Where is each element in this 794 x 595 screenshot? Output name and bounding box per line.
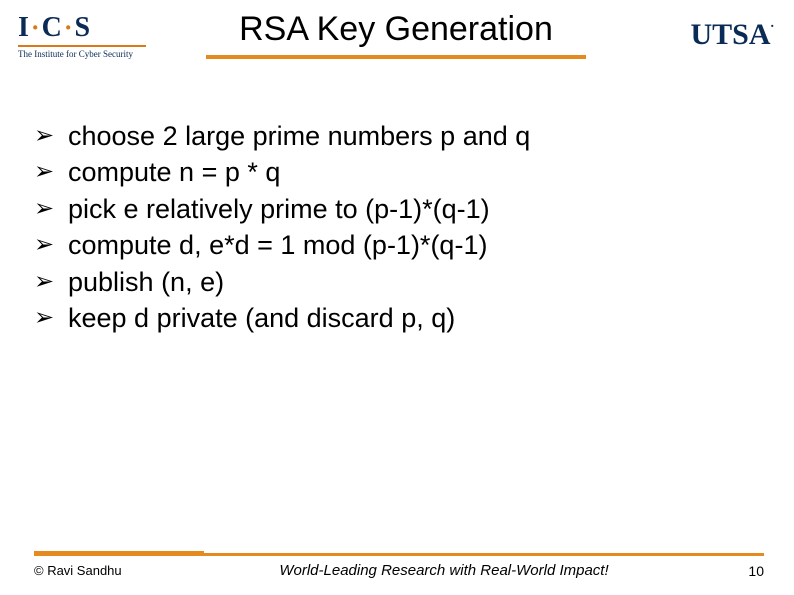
ics-logo-subtitle: The Institute for Cyber Security [18, 49, 133, 59]
slide-header: I·C·S The Institute for Cyber Security R… [0, 0, 794, 90]
bullet-item: ➢ compute n = p * q [34, 154, 764, 190]
bullet-text: publish (n, e) [68, 264, 224, 300]
footer-rule-long [34, 553, 764, 556]
arrow-icon: ➢ [34, 191, 68, 227]
footer-row: © Ravi Sandhu World-Leading Research wit… [34, 562, 764, 579]
bullet-list: ➢ choose 2 large prime numbers p and q ➢… [34, 118, 764, 337]
ics-logo-rule [18, 45, 146, 47]
bullet-item: ➢ keep d private (and discard p, q) [34, 300, 764, 336]
title-underline [206, 55, 586, 59]
ics-logo: I·C·S The Institute for Cyber Security [18, 8, 168, 59]
arrow-icon: ➢ [34, 264, 68, 300]
bullet-text: keep d private (and discard p, q) [68, 300, 455, 336]
copyright-text: © Ravi Sandhu [34, 563, 204, 578]
footer-tagline: World-Leading Research with Real-World I… [204, 562, 684, 579]
arrow-icon: ➢ [34, 154, 68, 190]
bullet-item: ➢ pick e relatively prime to (p-1)*(q-1) [34, 191, 764, 227]
slide-content: ➢ choose 2 large prime numbers p and q ➢… [0, 90, 794, 337]
page-number: 10 [684, 563, 764, 579]
bullet-text: pick e relatively prime to (p-1)*(q-1) [68, 191, 490, 227]
arrow-icon: ➢ [34, 118, 68, 154]
bullet-text: compute n = p * q [68, 154, 280, 190]
bullet-item: ➢ choose 2 large prime numbers p and q [34, 118, 764, 154]
bullet-item: ➢ publish (n, e) [34, 264, 764, 300]
bullet-item: ➢ compute d, e*d = 1 mod (p-1)*(q-1) [34, 227, 764, 263]
bullet-text: choose 2 large prime numbers p and q [68, 118, 530, 154]
bullet-text: compute d, e*d = 1 mod (p-1)*(q-1) [68, 227, 487, 263]
arrow-icon: ➢ [34, 300, 68, 336]
utsa-logo-text: UTSA [690, 18, 774, 51]
utsa-logo: UTSA [624, 8, 774, 52]
slide-footer: © Ravi Sandhu World-Leading Research wit… [0, 551, 794, 579]
arrow-icon: ➢ [34, 227, 68, 263]
title-area: RSA Key Generation [168, 8, 624, 59]
slide-title: RSA Key Generation [168, 10, 624, 55]
ics-logo-letters: I·C·S [18, 14, 91, 42]
